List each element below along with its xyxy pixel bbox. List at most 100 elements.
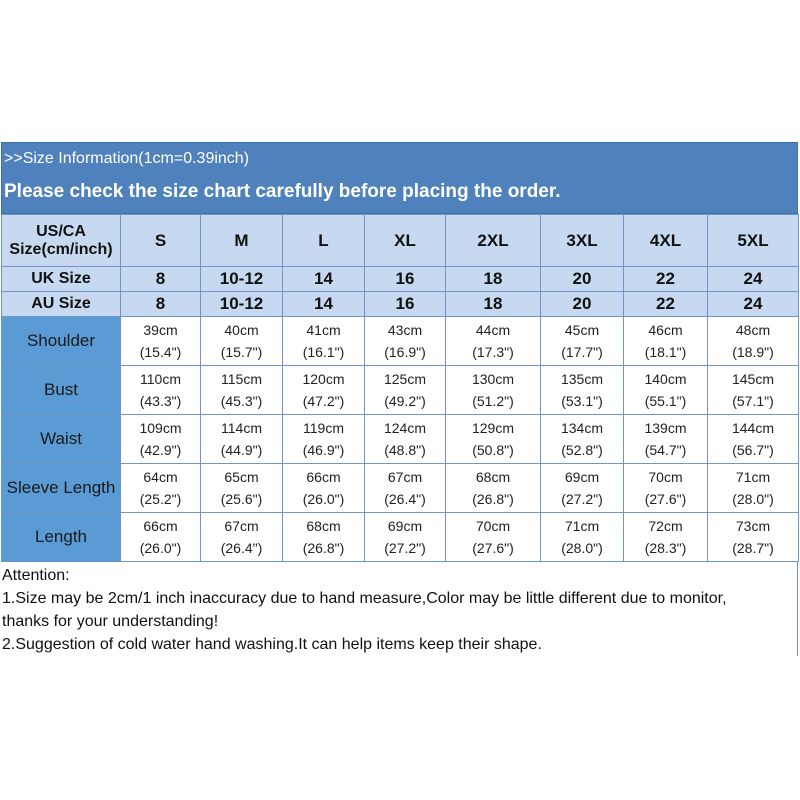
inch-value: (27.6") [472,540,514,556]
measure-cell: 44cm (17.3") [445,316,541,366]
measure-cell: 70cm (27.6") [445,512,541,562]
inch-value: (52.8") [561,442,603,458]
uk-size-cell: 8 [120,266,201,292]
measure-cell: 71cm (28.0") [540,512,624,562]
uk-size-label: UK Size [1,266,121,292]
measure-cell: 70cm (27.6") [623,463,708,513]
uk-size-row: UK Size 8 10-12 14 16 18 20 22 24 [1,266,799,292]
inch-value: (56.7") [732,442,774,458]
size-header: 4XL [623,214,708,267]
inch-value: (54.7") [644,442,687,458]
inch-value: (25.2") [139,491,182,507]
note-1-cont: thanks for your understanding! [2,613,219,630]
table-row: Sleeve Length 64cm (25.2") 65cm (25.6") 66cm (… [1,463,799,513]
inch-value: (28.0") [732,491,774,507]
cm-value: 140cm [644,371,687,387]
inch-value: (48.8") [384,442,426,458]
measure-cell: 114cm (44.9") [200,414,283,464]
us-size-row: US/CA Size(cm/inch) S M L XL 2XL 3XL 4XL 5XL [1,214,799,267]
measure-cell: 129cm (50.8") [445,414,541,464]
cm-value: 71cm [735,469,771,485]
uk-size-cell: 16 [364,266,446,292]
cm-value: 71cm [564,518,600,534]
cm-value: 45cm [564,322,600,338]
au-size-cell: 8 [120,291,201,317]
title-bar: >>Size Information(1cm=0.39inch) Please … [1,142,798,214]
size-header: S [120,214,201,267]
inch-value: (16.1") [302,344,345,360]
measure-cell: 39cm (15.4") [120,316,201,366]
measure-cell: 125cm (49.2") [364,365,446,415]
measure-cell: 130cm (51.2") [445,365,541,415]
au-size-cell: 20 [540,291,624,317]
us-label-2: Size(cm/inch) [9,240,113,258]
measure-cell: 64cm (25.2") [120,463,201,513]
cm-value: 109cm [139,420,182,436]
inch-value: (18.9") [732,344,774,360]
cm-value: 46cm [648,322,683,338]
inch-value: (17.7") [561,344,603,360]
measure-cell: 134cm (52.8") [540,414,624,464]
size-chart-subtitle: Please check the size chart carefully be… [4,181,561,202]
measure-cell: 46cm (18.1") [623,316,708,366]
cm-value: 67cm [224,518,259,534]
cm-value: 65cm [224,469,259,485]
row-label: Sleeve Length [1,463,121,513]
uk-size-cell: 22 [623,266,708,292]
measure-cell: 115cm (45.3") [200,365,283,415]
inch-value: (26.0") [139,540,182,556]
inch-value: (26.8") [302,540,345,556]
au-size-cell: 24 [707,291,799,317]
measure-cell: 67cm (26.4") [200,512,283,562]
measure-cell: 72cm (28.3") [623,512,708,562]
inch-value: (42.9") [139,442,182,458]
cm-value: 40cm [224,322,259,338]
cm-value: 125cm [383,371,427,387]
cm-value: 70cm [648,469,683,485]
cm-value: 66cm [143,518,178,534]
inch-value: (26.4") [384,491,426,507]
measure-cell: 45cm (17.7") [540,316,624,366]
measure-cell: 43cm (16.9") [364,316,446,366]
inch-value: (45.3") [220,393,263,409]
au-size-cell: 10-12 [200,291,283,317]
uk-size-cell: 18 [445,266,541,292]
measure-cell: 68cm (26.8") [445,463,541,513]
table-row: Waist 109cm (42.9") 114cm (44.9") 119cm (46.9"… [1,414,799,464]
note-2: 2.Suggestion of cold water hand washing.… [2,636,542,653]
measure-cell: 66cm (26.0") [120,512,201,562]
inch-value: (26.8") [472,491,514,507]
inch-value: (55.1") [644,393,687,409]
inch-value: (57.1") [732,393,774,409]
inch-value: (26.4") [220,540,263,556]
measure-cell: 69cm (27.2") [540,463,624,513]
cm-value: 39cm [143,322,178,338]
cm-value: 144cm [731,420,775,436]
note-1: 1.Size may be 2cm/1 inch inaccuracy due … [2,590,727,607]
us-size-label: US/CA Size(cm/inch) [1,214,121,267]
size-info-title: >>Size Information(1cm=0.39inch) [4,150,250,167]
measure-cell: 41cm (16.1") [282,316,365,366]
au-size-row: AU Size 8 10-12 14 16 18 20 22 24 [1,291,799,317]
attention-notes: Attention: 1.Size may be 2cm/1 inch inac… [1,562,798,656]
measure-cell: 140cm (55.1") [623,365,708,415]
uk-size-cell: 10-12 [200,266,283,292]
inch-value: (47.2") [302,393,345,409]
row-label: Waist [1,414,121,464]
measure-cell: 135cm (53.1") [540,365,624,415]
au-size-cell: 14 [282,291,365,317]
inch-value: (27.2") [561,491,603,507]
cm-value: 69cm [564,469,600,485]
size-header: L [282,214,365,267]
cm-value: 110cm [140,371,181,387]
cm-value: 44cm [475,322,511,338]
cm-value: 124cm [383,420,427,436]
inch-value: (18.1") [644,344,687,360]
cm-value: 139cm [644,420,687,436]
us-label: US/CA [36,222,86,240]
uk-size-cell: 24 [707,266,799,292]
measure-cell: 69cm (27.2") [364,512,446,562]
inch-value: (26.0") [302,491,345,507]
size-table: US/CA Size(cm/inch) S M L XL 2XL 3XL 4XL 5XL UK Si… [1,214,799,562]
inch-value: (43.3") [139,393,182,409]
